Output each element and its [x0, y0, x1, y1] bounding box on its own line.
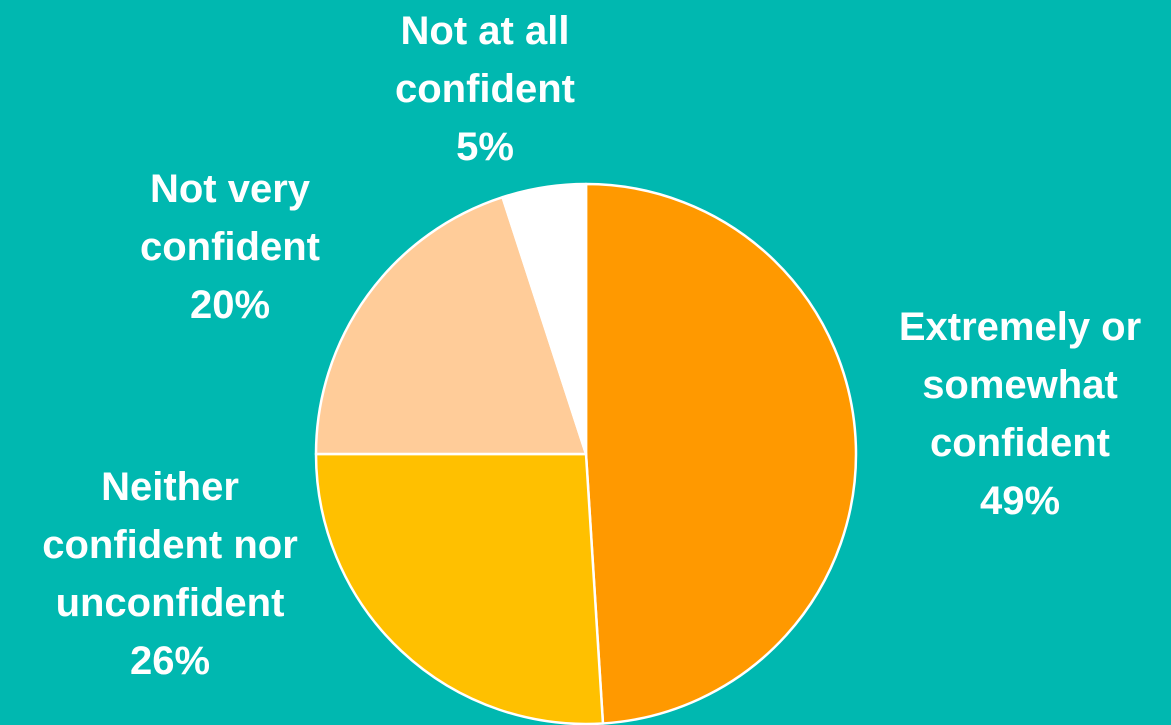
slice-label-not-very-confident: Not very confident 20% [110, 160, 350, 334]
slice-label-line: confident [395, 67, 575, 111]
slice-label-line: confident nor [42, 523, 298, 567]
slice-label-line: unconfident [55, 581, 285, 625]
slice-label-not-at-all-confident: Not at all confident 5% [355, 2, 615, 176]
slice-label-line: Not at all [400, 9, 570, 53]
slice-label-line: Extremely or [898, 305, 1142, 349]
slice-label-extremely-or-somewhat-confident: Extremely or somewhat confident 49% [870, 298, 1170, 530]
pie-slice-neither-confident-nor-unconfident [314, 452, 605, 725]
slice-value-label: 20% [189, 283, 271, 327]
pie-slice-not-very-confident [314, 195, 588, 456]
slice-label-line: confident [140, 225, 320, 269]
slice-label-line: Not very [149, 167, 311, 211]
slice-value-label: 26% [129, 639, 211, 683]
slice-value-label: 5% [456, 125, 514, 169]
slice-value-label: 49% [979, 479, 1061, 523]
slice-label-line: somewhat [922, 363, 1118, 407]
slice-label-line: confident [930, 421, 1110, 465]
slice-label-line: Neither [101, 465, 239, 509]
slice-label-neither-confident-nor-unconfident: Neither confident nor unconfident 26% [10, 458, 330, 690]
pie-slice-extremely-or-somewhat-confident [584, 182, 858, 725]
pie-slice-not-at-all-confident [501, 182, 588, 456]
